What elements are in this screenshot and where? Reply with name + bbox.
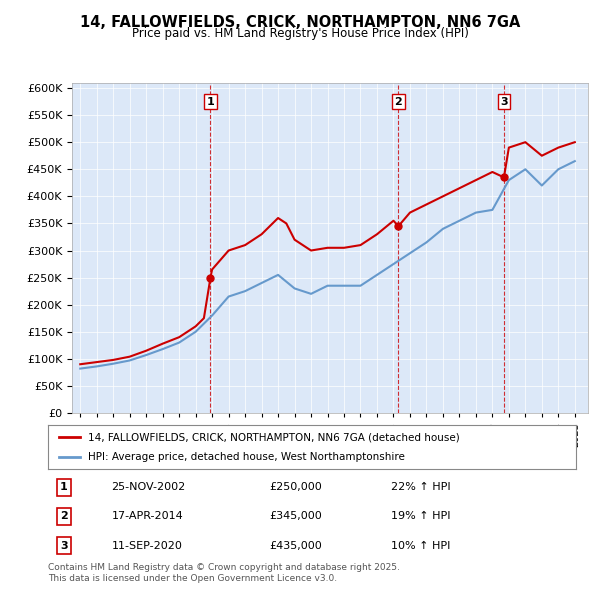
Text: 14, FALLOWFIELDS, CRICK, NORTHAMPTON, NN6 7GA: 14, FALLOWFIELDS, CRICK, NORTHAMPTON, NN… <box>80 15 520 30</box>
Text: Price paid vs. HM Land Registry's House Price Index (HPI): Price paid vs. HM Land Registry's House … <box>131 27 469 40</box>
Text: 22% ↑ HPI: 22% ↑ HPI <box>391 483 451 493</box>
Text: 25-NOV-2002: 25-NOV-2002 <box>112 483 185 493</box>
Text: 1: 1 <box>206 97 214 107</box>
Text: 2: 2 <box>60 512 68 522</box>
Text: 17-APR-2014: 17-APR-2014 <box>112 512 183 522</box>
Text: 3: 3 <box>500 97 508 107</box>
Text: 2: 2 <box>395 97 402 107</box>
Text: 3: 3 <box>60 540 68 550</box>
Text: 14, FALLOWFIELDS, CRICK, NORTHAMPTON, NN6 7GA (detached house): 14, FALLOWFIELDS, CRICK, NORTHAMPTON, NN… <box>88 432 460 442</box>
Text: 1: 1 <box>60 483 68 493</box>
Text: 10% ↑ HPI: 10% ↑ HPI <box>391 540 451 550</box>
Text: £345,000: £345,000 <box>270 512 323 522</box>
Text: HPI: Average price, detached house, West Northamptonshire: HPI: Average price, detached house, West… <box>88 452 404 461</box>
Text: £435,000: £435,000 <box>270 540 323 550</box>
Text: Contains HM Land Registry data © Crown copyright and database right 2025.
This d: Contains HM Land Registry data © Crown c… <box>48 563 400 583</box>
Text: 19% ↑ HPI: 19% ↑ HPI <box>391 512 451 522</box>
Text: £250,000: £250,000 <box>270 483 323 493</box>
Text: 11-SEP-2020: 11-SEP-2020 <box>112 540 182 550</box>
